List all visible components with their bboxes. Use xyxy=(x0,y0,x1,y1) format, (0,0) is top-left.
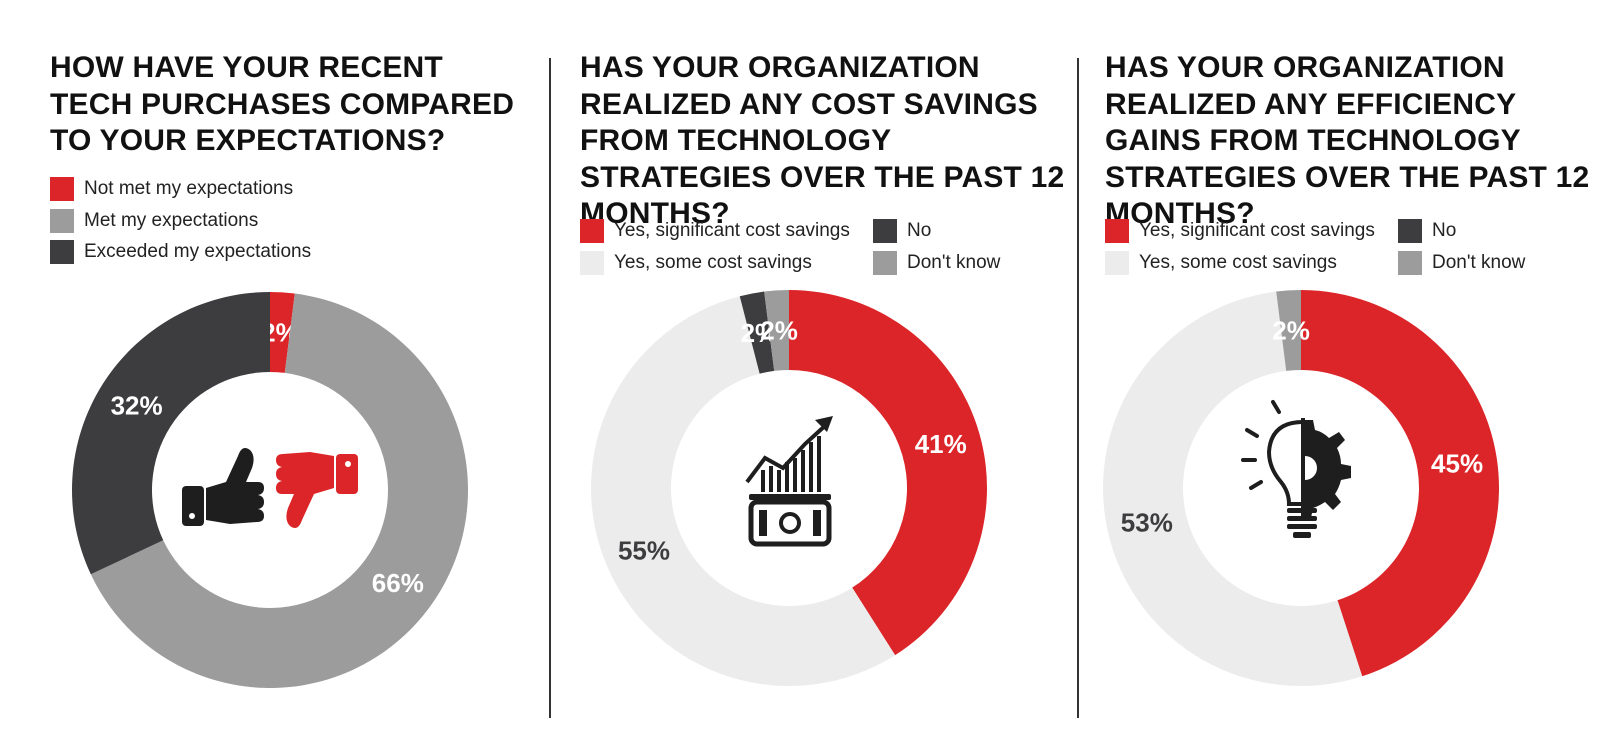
panel-cost-savings: HAS YOUR ORGANIZATION REALIZED ANY COST … xyxy=(580,0,1080,736)
panel-divider xyxy=(1077,58,1079,718)
legend-label: Met my expectations xyxy=(84,210,259,231)
arrow-head-icon xyxy=(815,416,833,432)
legend-swatch xyxy=(50,177,74,201)
donut-segment xyxy=(90,293,469,688)
legend-swatch xyxy=(580,219,604,243)
donut-segment xyxy=(739,291,775,374)
legend-item: Yes, some cost savings xyxy=(580,250,812,276)
bulb-base-icon xyxy=(1287,508,1317,538)
legend-item: Yes, significant cost savings xyxy=(580,218,850,244)
legend-swatch xyxy=(580,251,604,275)
thumbs-up-icon xyxy=(182,448,264,526)
legend-label: Not met my expectations xyxy=(84,178,294,199)
legend-swatch xyxy=(1105,251,1129,275)
legend-swatch xyxy=(50,209,74,233)
thumbs-down-icon xyxy=(276,452,358,528)
donut-chart-expectations: 2%66%32% xyxy=(71,292,469,688)
lightbulb-gear-icon xyxy=(1241,400,1351,538)
thumbs-down-cuff-dot xyxy=(345,461,351,467)
legend-swatch xyxy=(1398,219,1422,243)
donut-chart-cost-savings: 41%55%2%2% xyxy=(591,290,988,686)
legend-label: Yes, significant cost savings xyxy=(614,220,850,241)
legend-item: Met my expectations xyxy=(50,208,258,234)
legend-item: Yes, some cost savings xyxy=(1105,250,1337,276)
data-label: 66% xyxy=(372,568,424,598)
panel-tech-purchases: HOW HAVE YOUR RECENT TECH PURCHASES COMP… xyxy=(50,0,530,736)
banknote-stack-icon xyxy=(749,494,831,500)
legend-label: No xyxy=(1432,220,1457,241)
legend-label: Yes, some cost savings xyxy=(614,252,812,273)
legend-label: Yes, some cost savings xyxy=(1139,252,1337,273)
gear-icon xyxy=(1303,420,1351,518)
note-edge-left xyxy=(759,510,767,536)
legend-swatch xyxy=(873,219,897,243)
thumbs-up-cuff-dot xyxy=(189,513,195,519)
bulb-divider xyxy=(1301,418,1305,518)
donut-segment xyxy=(789,290,988,656)
banknote-icon xyxy=(748,499,832,547)
donut-segment xyxy=(1276,290,1301,371)
donut-segment xyxy=(1103,291,1363,686)
lightbulb-icon xyxy=(1266,420,1304,506)
legend-label: No xyxy=(907,220,932,241)
legend-item: No xyxy=(873,218,931,244)
thumbs-up-down-icon xyxy=(182,448,358,528)
donut-segment xyxy=(270,292,295,373)
legend-swatch xyxy=(50,240,74,264)
legend-swatch xyxy=(1398,251,1422,275)
legend-item: Don't know xyxy=(873,250,1000,276)
chart-title: HAS YOUR ORGANIZATION REALIZED ANY COST … xyxy=(580,51,1065,230)
bar-chart-icon xyxy=(761,436,821,492)
data-label: 41% xyxy=(915,429,967,459)
legend-swatch xyxy=(1105,219,1129,243)
chart-title: HAS YOUR ORGANIZATION REALIZED ANY EFFIC… xyxy=(1105,51,1590,230)
legend-label: Yes, significant cost savings xyxy=(1139,220,1375,241)
legend-swatch xyxy=(873,251,897,275)
note-edge-right xyxy=(813,510,821,536)
light-rays-icon xyxy=(1241,400,1281,490)
legend-label: Exceeded my expectations xyxy=(84,241,312,262)
panel-efficiency-gains: HAS YOUR ORGANIZATION REALIZED ANY EFFIC… xyxy=(1105,0,1605,736)
legend-item: Exceeded my expectations xyxy=(50,239,311,265)
legend-label: Don't know xyxy=(1432,252,1526,273)
legend-item: Don't know xyxy=(1398,250,1525,276)
donut-chart-efficiency-gains: 45% 53% 2% xyxy=(1103,290,1499,686)
data-label: 45% xyxy=(1431,448,1483,478)
legend-label: Don't know xyxy=(907,252,1001,273)
data-label: 53% xyxy=(1121,507,1173,537)
data-label: 55% xyxy=(618,536,670,566)
data-label: 32% xyxy=(111,390,163,420)
panel-divider xyxy=(549,58,551,718)
data-label: 2% xyxy=(1272,315,1310,345)
trend-arrow-icon xyxy=(745,422,829,484)
donut-segment xyxy=(591,296,896,686)
chart-title: HOW HAVE YOUR RECENT TECH PURCHASES COMP… xyxy=(50,51,515,157)
legend-item: Not met my expectations xyxy=(50,176,293,202)
data-label: 2% xyxy=(760,315,798,345)
coin-icon xyxy=(779,512,801,534)
growth-chart-money-icon xyxy=(745,416,833,547)
legend-item: No xyxy=(1398,218,1456,244)
legend-item: Yes, significant cost savings xyxy=(1105,218,1375,244)
donut-segment xyxy=(764,290,789,371)
donut-segment xyxy=(71,292,271,575)
donut-segment xyxy=(1301,290,1499,677)
